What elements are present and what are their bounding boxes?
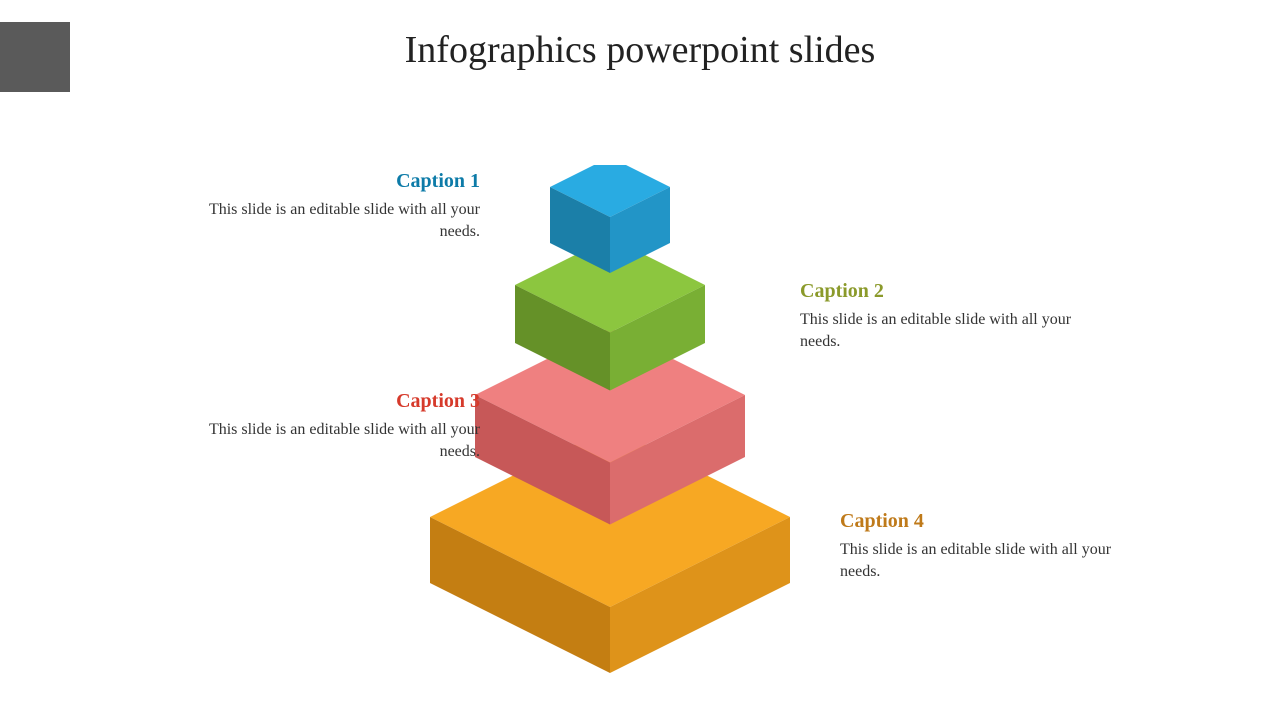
caption-1: Caption 1 This slide is an editable slid… <box>180 170 480 244</box>
caption-3: Caption 3 This slide is an editable slid… <box>180 390 480 464</box>
caption-3-text: This slide is an editable slide with all… <box>180 419 480 464</box>
page-title: Infographics powerpoint slides <box>0 28 1280 72</box>
caption-4: Caption 4 This slide is an editable slid… <box>840 510 1140 584</box>
caption-3-title: Caption 3 <box>180 390 480 413</box>
caption-1-title: Caption 1 <box>180 170 480 193</box>
caption-1-text: This slide is an editable slide with all… <box>180 199 480 244</box>
pyramid-block-1 <box>550 165 670 273</box>
caption-2-title: Caption 2 <box>800 280 1100 303</box>
caption-4-text: This slide is an editable slide with all… <box>840 539 1140 584</box>
caption-2: Caption 2 This slide is an editable slid… <box>800 280 1100 354</box>
caption-4-title: Caption 4 <box>840 510 1140 533</box>
caption-2-text: This slide is an editable slide with all… <box>800 309 1100 354</box>
